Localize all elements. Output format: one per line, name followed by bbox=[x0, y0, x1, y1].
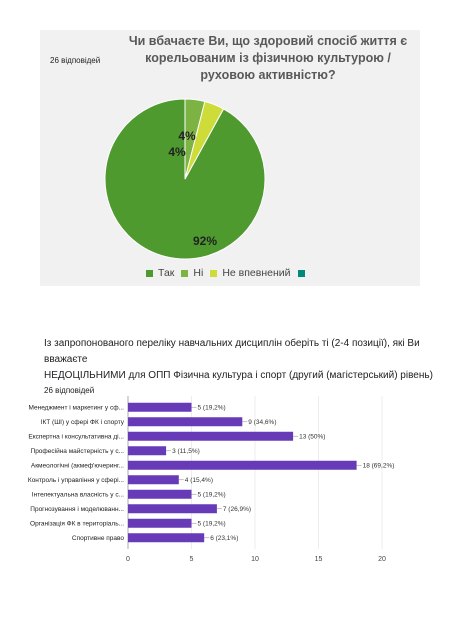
legend-label-tak: Так bbox=[158, 267, 175, 279]
value-label: 4 (15,4%) bbox=[185, 477, 213, 484]
pie-chart: 92% 4% 4% bbox=[104, 98, 266, 260]
value-label: 5 (19,2%) bbox=[198, 521, 226, 528]
value-label: 7 (26,9%) bbox=[223, 506, 251, 513]
bar bbox=[128, 417, 243, 427]
pie-label-2: 4% bbox=[178, 129, 196, 143]
value-label: 3 (11,5%) bbox=[172, 448, 200, 455]
bar bbox=[128, 460, 357, 470]
pie-slice-2 bbox=[184, 100, 225, 180]
value-label: 18 (69,2%) bbox=[363, 463, 395, 470]
bar-chart: Менеджмент і маркетинг у сф... ІКТ (ШІ) у… bbox=[28, 396, 395, 563]
legend-label-ni: Ні bbox=[193, 267, 204, 279]
category-label: Спортивне право bbox=[72, 535, 125, 542]
bar-chart-title-line2: НЕДОЦІЛЬНИМИ для ОПП Фізична культура і … bbox=[44, 370, 433, 381]
legend-swatch-tak bbox=[146, 269, 153, 277]
x-tick-label: 0 bbox=[126, 556, 130, 563]
x-tick-label: 20 bbox=[378, 556, 386, 563]
legend-item-tak[interactable]: Так bbox=[146, 267, 174, 279]
bar-response-count: 26 відповідей bbox=[44, 386, 95, 395]
category-label: Прогнозування і моделюванн... bbox=[30, 505, 124, 513]
category-label: Експертна і консультативна ді... bbox=[28, 433, 124, 441]
legend-item-ni[interactable]: Ні bbox=[181, 267, 203, 279]
legend-label-ne-vpevnenyi: Не впевнений bbox=[222, 267, 291, 279]
category-label: Контроль і управління у сфері... bbox=[28, 476, 124, 484]
category-label: ІКТ (ШІ) у сфері ФК і спорту bbox=[41, 418, 125, 426]
category-label: Менеджмент і маркетинг у сф... bbox=[29, 404, 125, 412]
pie-legend: Так Ні Не впевнений bbox=[146, 267, 305, 279]
bar bbox=[128, 489, 192, 499]
pie-title: Чи вбачаєте Ви, що здоровий спосіб життя… bbox=[128, 34, 408, 82]
bar bbox=[128, 533, 205, 543]
bar bbox=[128, 446, 167, 456]
legend-swatch-ni bbox=[181, 269, 189, 277]
bar-chart-title-line1: Із запропонованого переліку навчальних д… bbox=[44, 338, 420, 365]
legend-swatch-ne-vpevnenyi bbox=[210, 269, 218, 277]
legend-item-extra bbox=[297, 269, 305, 277]
value-label: 5 (19,2%) bbox=[198, 405, 226, 412]
bar-chart-header: Із запропонованого переліку навчальних д… bbox=[44, 336, 449, 395]
bar bbox=[128, 431, 294, 441]
pie-label-0: 92% bbox=[193, 234, 217, 248]
x-tick-label: 15 bbox=[315, 556, 323, 563]
bar bbox=[128, 475, 179, 485]
value-label: 13 (50%) bbox=[299, 434, 325, 441]
category-label: Інтелектуальна власність у с... bbox=[32, 491, 124, 499]
x-tick-label: 10 bbox=[251, 556, 259, 563]
category-label: Акмеологічні (акмеф'ючеринг... bbox=[31, 462, 124, 470]
bar bbox=[128, 504, 217, 514]
value-label: 9 (34,6%) bbox=[248, 419, 276, 426]
pie-label-1: 4% bbox=[168, 145, 186, 159]
category-label: Організація ФК в територіаль... bbox=[30, 520, 124, 528]
value-label: 5 (19,2%) bbox=[198, 492, 226, 499]
pie-chart-panel: 92% 4% 4% 26 відповідей Чи вбачаєте Ви, що… bbox=[40, 30, 420, 286]
pie-response-count: 26 відповідей bbox=[50, 56, 101, 65]
bar bbox=[128, 402, 192, 412]
legend-item-ne-vpevnenyi[interactable]: Не впевнений bbox=[210, 267, 291, 279]
legend-swatch-extra bbox=[297, 269, 305, 277]
bar bbox=[128, 518, 192, 528]
value-label: 6 (23,1%) bbox=[210, 535, 238, 542]
category-label: Професійна майстерність у с... bbox=[31, 447, 125, 455]
x-tick-label: 5 bbox=[190, 556, 194, 563]
